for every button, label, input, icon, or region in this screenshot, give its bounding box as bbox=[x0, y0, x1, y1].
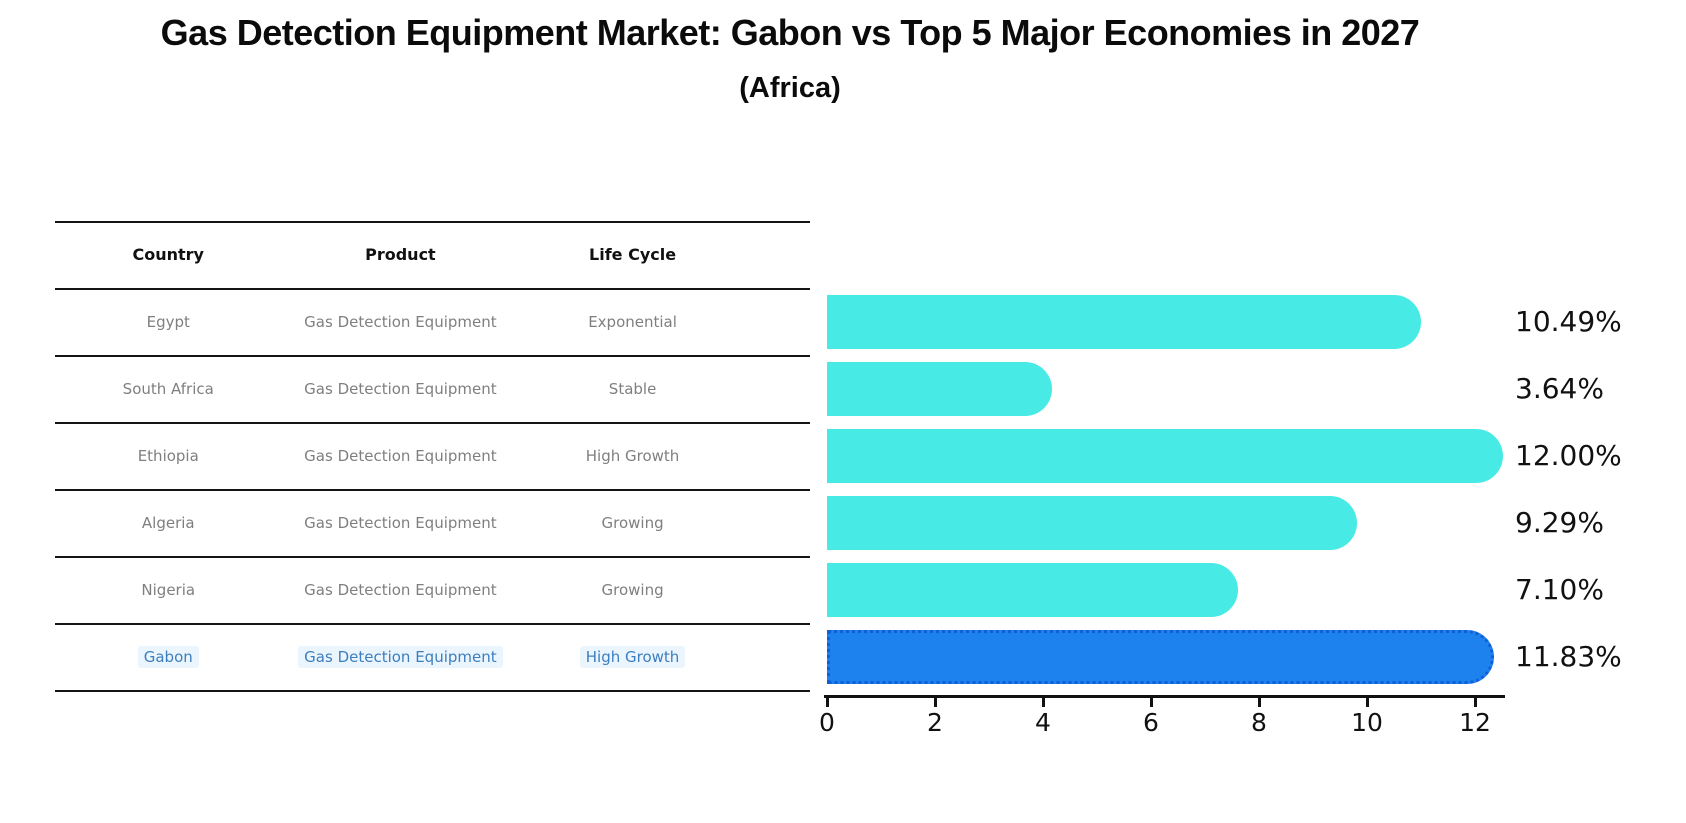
bar-nigeria bbox=[827, 562, 1238, 617]
cell-text: South Africa bbox=[122, 379, 214, 398]
table-cell-product: Gas Detection Equipment bbox=[282, 288, 520, 355]
cell-text: Gas Detection Equipment bbox=[304, 446, 497, 465]
cell-text: High Growth bbox=[579, 645, 686, 668]
table-rule bbox=[55, 623, 810, 625]
x-tick bbox=[826, 697, 829, 707]
cell-text: Gabon bbox=[137, 645, 199, 668]
cell-text: Gas Detection Equipment bbox=[304, 379, 497, 398]
chart-subtitle: (Africa) bbox=[739, 72, 841, 104]
cell-text: Growing bbox=[601, 580, 664, 599]
table-cell-country: South Africa bbox=[55, 355, 282, 422]
cell-text: Gas Detection Equipment bbox=[304, 580, 497, 599]
table-header-row: Country Product Life Cycle bbox=[55, 221, 810, 288]
x-tick-label-6: 6 bbox=[1143, 708, 1159, 737]
cell-text: Egypt bbox=[146, 312, 190, 331]
bar-gabon bbox=[827, 629, 1494, 684]
value-label-algeria: 9.29% bbox=[1515, 506, 1604, 539]
x-tick bbox=[934, 697, 937, 707]
x-tick bbox=[1150, 697, 1153, 707]
value-label-gabon: 11.83% bbox=[1515, 640, 1622, 673]
bar-south-africa bbox=[827, 361, 1052, 416]
table-row-nigeria: Nigeria Gas Detection Equipment Growing bbox=[55, 556, 810, 623]
table-cell-life-cycle: High Growth bbox=[519, 623, 746, 690]
x-tick-label-4: 4 bbox=[1035, 708, 1051, 737]
table-row-gabon: Gabon Gas Detection Equipment High Growth bbox=[55, 623, 810, 690]
x-tick-label-0: 0 bbox=[819, 708, 835, 737]
cell-text: Gas Detection Equipment bbox=[304, 513, 497, 532]
table-cell-country: Egypt bbox=[55, 288, 282, 355]
cell-text: Ethiopia bbox=[137, 446, 199, 465]
cell-text: Growing bbox=[601, 513, 664, 532]
table-cell-product: Gas Detection Equipment bbox=[282, 556, 520, 623]
table-row-algeria: Algeria Gas Detection Equipment Growing bbox=[55, 489, 810, 556]
table-rule bbox=[55, 221, 810, 223]
bar-egypt bbox=[827, 294, 1421, 349]
cell-text: Algeria bbox=[141, 513, 195, 532]
column-header-country: Country bbox=[132, 245, 204, 264]
table-rule bbox=[55, 556, 810, 558]
table-row-egypt: Egypt Gas Detection Equipment Exponential bbox=[55, 288, 810, 355]
table-cell-product: Gas Detection Equipment bbox=[282, 623, 520, 690]
table-rule bbox=[55, 422, 810, 424]
table-row-ethiopia: Ethiopia Gas Detection Equipment High Grow… bbox=[55, 422, 810, 489]
table-cell-country: Gabon bbox=[55, 623, 282, 690]
value-label-nigeria: 7.10% bbox=[1515, 573, 1604, 606]
table-cell-life-cycle: High Growth bbox=[519, 422, 746, 489]
table-rule bbox=[55, 489, 810, 491]
x-tick bbox=[1258, 697, 1261, 707]
value-label-ethiopia: 12.00% bbox=[1515, 439, 1622, 472]
column-header-product: Product bbox=[365, 245, 436, 264]
bar-ethiopia bbox=[827, 428, 1503, 483]
table-cell-product: Gas Detection Equipment bbox=[282, 355, 520, 422]
value-label-south-africa: 3.64% bbox=[1515, 372, 1604, 405]
x-tick bbox=[1474, 697, 1477, 707]
bar-algeria bbox=[827, 495, 1357, 550]
table-rule bbox=[55, 355, 810, 357]
table-cell-life-cycle: Stable bbox=[519, 355, 746, 422]
table-cell-country: Nigeria bbox=[55, 556, 282, 623]
x-tick bbox=[1042, 697, 1045, 707]
table-cell-life-cycle: Exponential bbox=[519, 288, 746, 355]
value-label-egypt: 10.49% bbox=[1515, 305, 1622, 338]
table-cell-life-cycle: Growing bbox=[519, 489, 746, 556]
column-header-life-cycle: Life Cycle bbox=[589, 245, 677, 264]
table-rule bbox=[55, 690, 810, 692]
table-cell-country: Ethiopia bbox=[55, 422, 282, 489]
chart-title: Gas Detection Equipment Market: Gabon vs… bbox=[160, 12, 1420, 53]
table-cell-country: Algeria bbox=[55, 489, 282, 556]
x-tick-label-10: 10 bbox=[1351, 708, 1383, 737]
cell-text: High Growth bbox=[585, 446, 680, 465]
table-cell-product: Gas Detection Equipment bbox=[282, 422, 520, 489]
cell-text: Gas Detection Equipment bbox=[304, 312, 497, 331]
x-tick-label-12: 12 bbox=[1459, 708, 1491, 737]
table-cell-product: Gas Detection Equipment bbox=[282, 489, 520, 556]
x-tick-label-8: 8 bbox=[1251, 708, 1267, 737]
cell-text: Nigeria bbox=[141, 580, 196, 599]
x-axis-line bbox=[824, 695, 1505, 698]
x-tick bbox=[1366, 697, 1369, 707]
cell-text: Gas Detection Equipment bbox=[298, 645, 503, 668]
x-tick-label-2: 2 bbox=[927, 708, 943, 737]
table-cell-life-cycle: Growing bbox=[519, 556, 746, 623]
table-row-south-africa: South Africa Gas Detection Equipment Stabl… bbox=[55, 355, 810, 422]
table-rule bbox=[55, 288, 810, 290]
cell-text: Stable bbox=[608, 379, 657, 398]
cell-text: Exponential bbox=[588, 312, 677, 331]
